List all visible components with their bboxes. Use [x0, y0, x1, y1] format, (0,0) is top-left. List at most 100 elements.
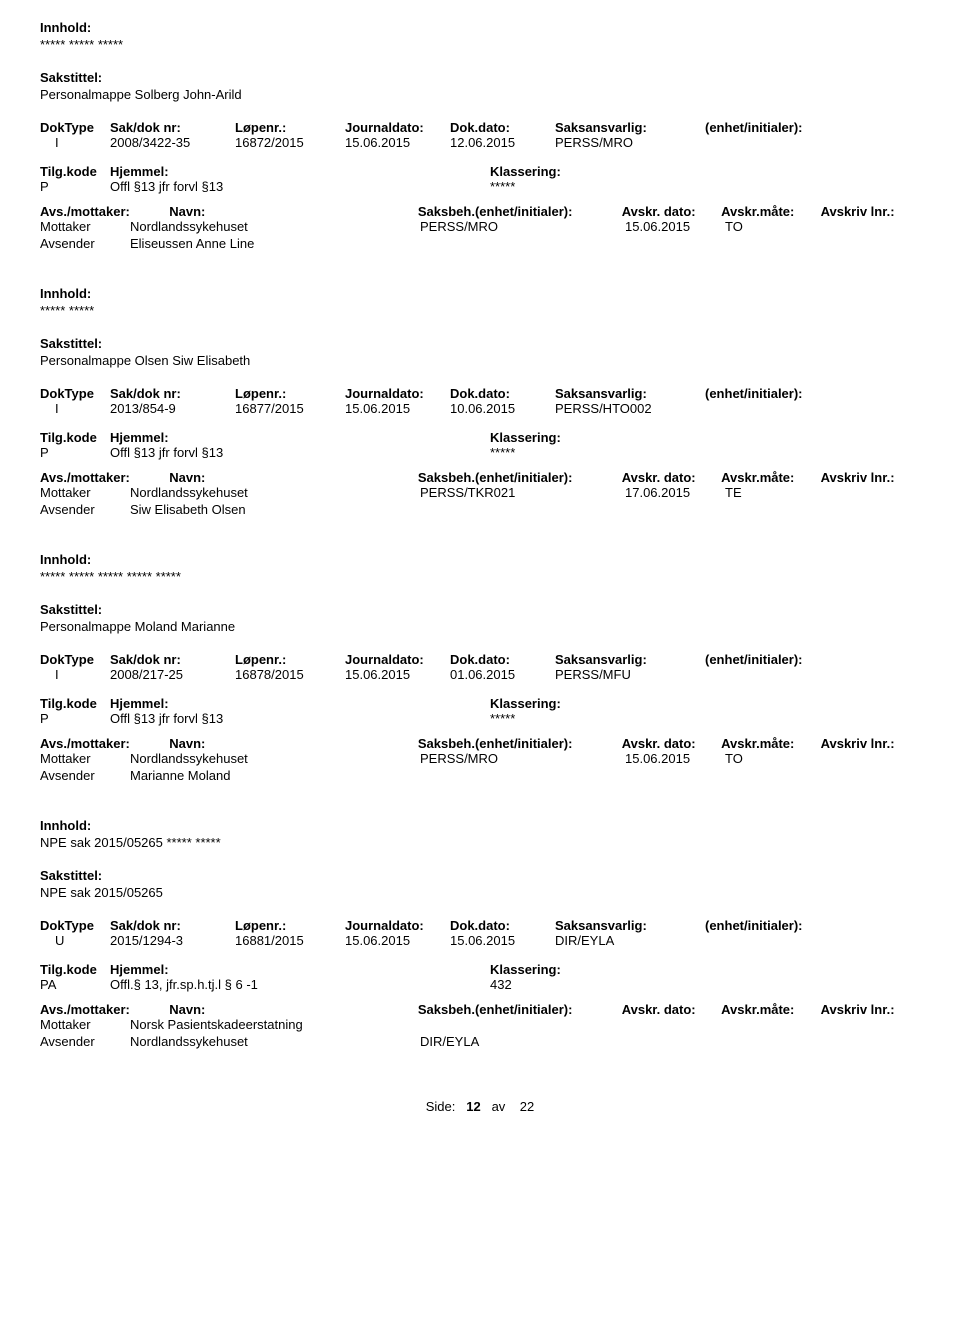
- sakstittel-value: Personalmappe Moland Marianne: [40, 619, 920, 634]
- meta-header-row: DokType Sak/dok nr: Løpenr.: Journaldato…: [40, 652, 920, 667]
- lopenr-header: Løpenr.:: [235, 386, 345, 401]
- innhold-label: Innhold:: [40, 286, 920, 301]
- mottaker-avskrmate: TE: [725, 485, 825, 500]
- mottaker-navn: Nordlandssykehuset: [130, 485, 420, 500]
- mottaker-avskrmate: [725, 1017, 825, 1032]
- doktype-value: U: [40, 933, 110, 948]
- tilg-data-row: PA Offl.§ 13, jfr.sp.h.tj.l § 6 -1 432: [40, 977, 920, 992]
- doktype-header: DokType: [40, 386, 110, 401]
- lopenr-value: 16881/2015: [235, 933, 345, 948]
- tilgkode-value: PA: [40, 977, 110, 992]
- innhold-value: ***** *****: [40, 303, 920, 318]
- tilgkode-header: Tilg.kode: [40, 696, 110, 711]
- sakdoknr-value: 2013/854-9: [110, 401, 235, 416]
- enhet-value: [705, 135, 855, 150]
- hjemmel-header: Hjemmel:: [110, 696, 490, 711]
- lopenr-header: Løpenr.:: [235, 918, 345, 933]
- navn-header: Navn:: [169, 736, 418, 751]
- journaldato-header: Journaldato:: [345, 120, 450, 135]
- klassering-value: *****: [490, 445, 690, 460]
- saksansvarlig-header: Saksansvarlig:: [555, 652, 705, 667]
- meta-header-row: DokType Sak/dok nr: Løpenr.: Journaldato…: [40, 386, 920, 401]
- record-block: Innhold: NPE sak 2015/05265 ***** ***** …: [40, 818, 920, 1049]
- mottaker-avskrdato: 15.06.2015: [625, 219, 725, 234]
- sakdoknr-header: Sak/dok nr:: [110, 120, 235, 135]
- sakdoknr-header: Sak/dok nr:: [110, 918, 235, 933]
- sakstittel-label: Sakstittel:: [40, 602, 920, 617]
- page-number: 12: [466, 1099, 480, 1114]
- avsender-navn: Siw Elisabeth Olsen: [130, 502, 420, 517]
- avsender-saksbeh: [420, 236, 625, 251]
- dokdato-header: Dok.dato:: [450, 918, 555, 933]
- meta-data-row: U 2015/1294-3 16881/2015 15.06.2015 15.0…: [40, 933, 920, 948]
- sakstittel-value: Personalmappe Olsen Siw Elisabeth: [40, 353, 920, 368]
- journaldato-value: 15.06.2015: [345, 401, 450, 416]
- avskrmate-header: Avskr.måte:: [721, 1002, 820, 1017]
- avsender-label: Avsender: [40, 236, 130, 251]
- tilg-data-row: P Offl §13 jfr forvl §13 *****: [40, 179, 920, 194]
- lopenr-header: Løpenr.:: [235, 652, 345, 667]
- doktype-header: DokType: [40, 918, 110, 933]
- avskrmate-header: Avskr.måte:: [721, 204, 820, 219]
- avsender-row: Avsender Marianne Moland: [40, 768, 920, 783]
- avsmottaker-header: Avs./mottaker:: [40, 736, 169, 751]
- journaldato-header: Journaldato:: [345, 386, 450, 401]
- lopenr-value: 16878/2015: [235, 667, 345, 682]
- avskrdato-header: Avskr. dato:: [622, 1002, 721, 1017]
- dokdato-value: 15.06.2015: [450, 933, 555, 948]
- mottaker-avskrmate: TO: [725, 219, 825, 234]
- journaldato-value: 15.06.2015: [345, 933, 450, 948]
- tilgkode-header: Tilg.kode: [40, 430, 110, 445]
- enhet-header: (enhet/initialer):: [705, 120, 855, 135]
- sakstittel-label: Sakstittel:: [40, 868, 920, 883]
- avskrdato-header: Avskr. dato:: [622, 470, 721, 485]
- hjemmel-header: Hjemmel:: [110, 430, 490, 445]
- hjemmel-value: Offl §13 jfr forvl §13: [110, 711, 490, 726]
- avskrivlnr-header: Avskriv lnr.:: [821, 736, 920, 751]
- avskrivlnr-header: Avskriv lnr.:: [821, 204, 920, 219]
- lopenr-value: 16872/2015: [235, 135, 345, 150]
- mottaker-label: Mottaker: [40, 1017, 130, 1032]
- sakdoknr-header: Sak/dok nr:: [110, 652, 235, 667]
- tilg-data-row: P Offl §13 jfr forvl §13 *****: [40, 711, 920, 726]
- avs-header-row: Avs./mottaker: Navn: Saksbeh.(enhet/init…: [40, 1002, 920, 1017]
- lopenr-header: Løpenr.:: [235, 120, 345, 135]
- journaldato-value: 15.06.2015: [345, 667, 450, 682]
- meta-data-row: I 2013/854-9 16877/2015 15.06.2015 10.06…: [40, 401, 920, 416]
- avsender-saksbeh: [420, 502, 625, 517]
- doktype-value: I: [40, 135, 110, 150]
- mottaker-navn: Nordlandssykehuset: [130, 219, 420, 234]
- avs-header-row: Avs./mottaker: Navn: Saksbeh.(enhet/init…: [40, 204, 920, 219]
- avskrmate-header: Avskr.måte:: [721, 736, 820, 751]
- mottaker-saksbeh: PERSS/MRO: [420, 219, 625, 234]
- klassering-value: 432: [490, 977, 690, 992]
- hjemmel-value: Offl.§ 13, jfr.sp.h.tj.l § 6 -1: [110, 977, 490, 992]
- saksbeh-header: Saksbeh.(enhet/initialer):: [418, 470, 622, 485]
- dokdato-value: 01.06.2015: [450, 667, 555, 682]
- journaldato-header: Journaldato:: [345, 918, 450, 933]
- meta-header-row: DokType Sak/dok nr: Løpenr.: Journaldato…: [40, 918, 920, 933]
- doktype-header: DokType: [40, 120, 110, 135]
- mottaker-label: Mottaker: [40, 219, 130, 234]
- dokdato-value: 10.06.2015: [450, 401, 555, 416]
- dokdato-value: 12.06.2015: [450, 135, 555, 150]
- record-block: Innhold: ***** ***** ***** Sakstittel: P…: [40, 20, 920, 251]
- tilg-data-row: P Offl §13 jfr forvl §13 *****: [40, 445, 920, 460]
- avskrmate-header: Avskr.måte:: [721, 470, 820, 485]
- dokdato-header: Dok.dato:: [450, 120, 555, 135]
- mottaker-saksbeh: PERSS/TKR021: [420, 485, 625, 500]
- hjemmel-header: Hjemmel:: [110, 962, 490, 977]
- saksansvarlig-value: DIR/EYLA: [555, 933, 705, 948]
- saksansvarlig-header: Saksansvarlig:: [555, 120, 705, 135]
- avsender-row: Avsender Nordlandssykehuset DIR/EYLA: [40, 1034, 920, 1049]
- klassering-header: Klassering:: [490, 164, 690, 179]
- saksbeh-header: Saksbeh.(enhet/initialer):: [418, 204, 622, 219]
- klassering-value: *****: [490, 179, 690, 194]
- avsender-saksbeh: [420, 768, 625, 783]
- avsmottaker-header: Avs./mottaker:: [40, 1002, 169, 1017]
- klassering-value: *****: [490, 711, 690, 726]
- saksansvarlig-header: Saksansvarlig:: [555, 386, 705, 401]
- avskrivlnr-header: Avskriv lnr.:: [821, 1002, 920, 1017]
- dokdato-header: Dok.dato:: [450, 652, 555, 667]
- meta-data-row: I 2008/217-25 16878/2015 15.06.2015 01.0…: [40, 667, 920, 682]
